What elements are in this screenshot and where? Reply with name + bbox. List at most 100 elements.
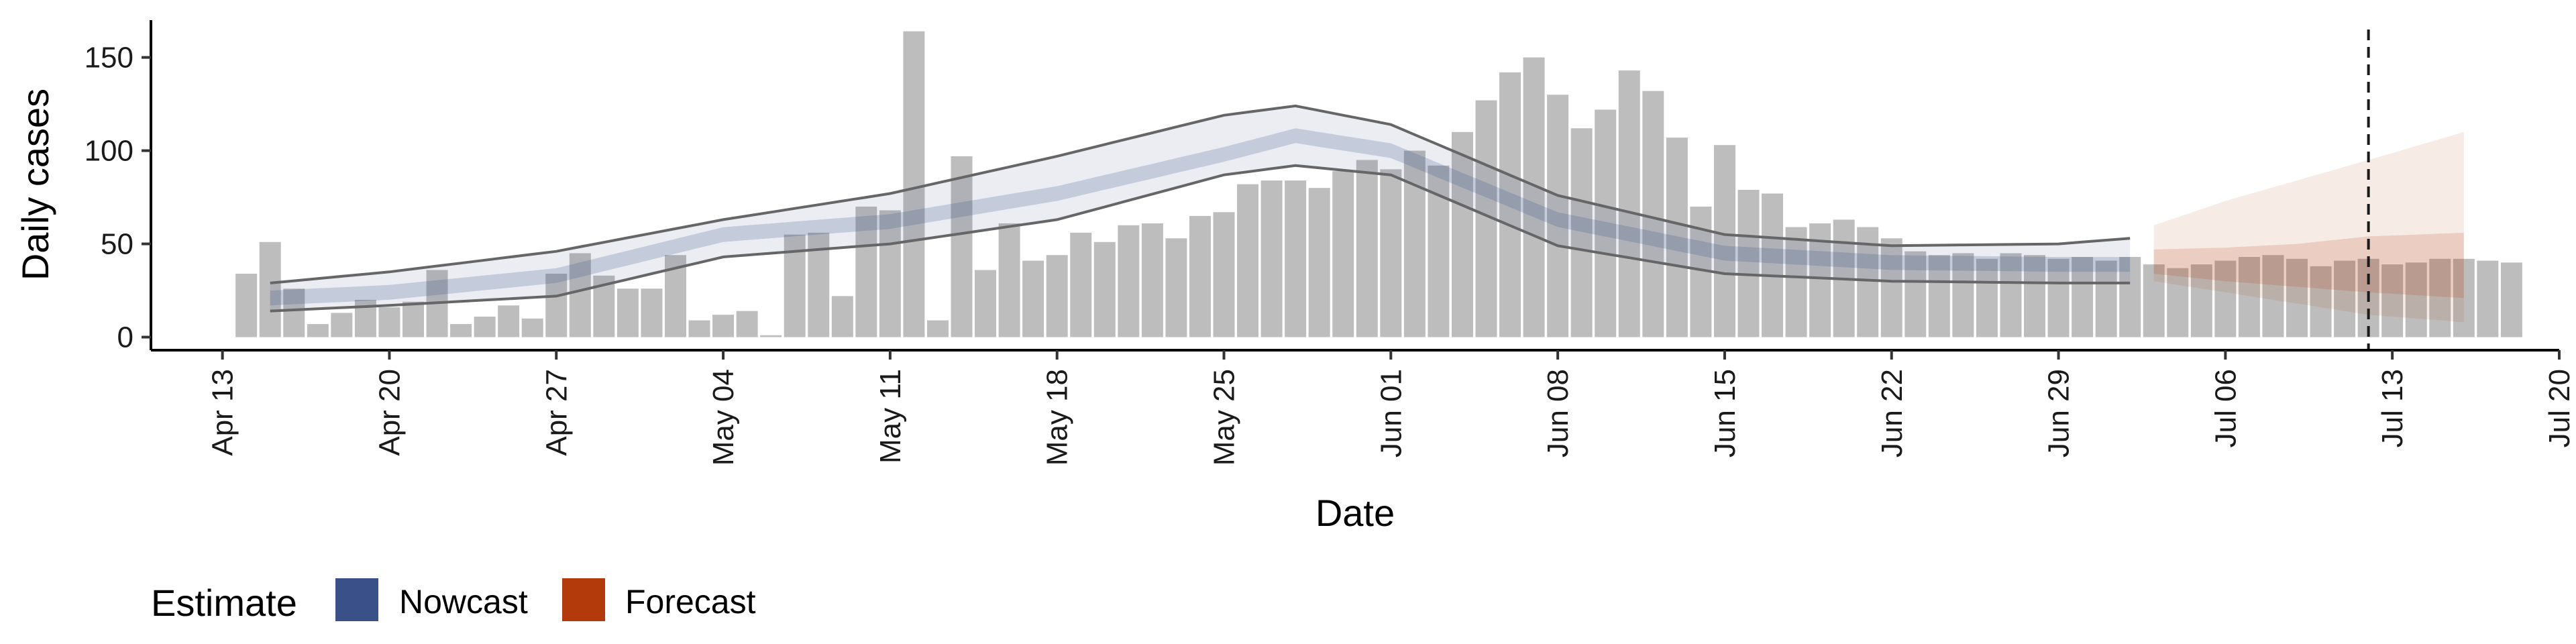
x-tick-label: Jun 01 (1375, 369, 1407, 458)
x-tick-label: Jun 15 (1709, 369, 1741, 458)
bar (1928, 255, 1950, 337)
bar (1237, 184, 1259, 337)
nowcast-lower-line (270, 164, 2131, 313)
bar (2381, 264, 2404, 337)
x-tick-label: Apr 20 (373, 369, 406, 456)
nowcast-inner-band (270, 128, 2131, 306)
bar (569, 253, 591, 337)
bar (1976, 258, 1998, 337)
bar (1595, 109, 1617, 337)
y-tick-label: 0 (117, 321, 133, 354)
legend-label-forecast: Forecast (625, 583, 756, 621)
bar (2214, 260, 2237, 337)
bar (1904, 251, 1927, 337)
bar (521, 318, 543, 337)
bar (2429, 258, 2451, 337)
bar (1952, 253, 1974, 337)
bar (1141, 223, 1163, 337)
bar (1189, 215, 1211, 337)
bar (1070, 232, 1092, 337)
bar (998, 223, 1020, 337)
x-tick-label: Jul 13 (2376, 369, 2409, 447)
bar (2190, 264, 2212, 337)
x-tick-label: Jun 08 (1542, 369, 1574, 458)
bar (1118, 225, 1140, 337)
bar (855, 206, 877, 337)
bar (2500, 262, 2522, 337)
bar (951, 156, 973, 337)
bar (283, 288, 305, 337)
bar (1380, 169, 1402, 337)
bar (1713, 145, 1735, 337)
bar (688, 320, 710, 337)
x-tick-label: Jul 06 (2209, 369, 2242, 447)
bar (641, 288, 663, 337)
y-tick-label: 50 (101, 228, 133, 261)
bar (903, 31, 925, 337)
bar (1642, 91, 1664, 337)
bar (1523, 57, 1545, 337)
bar (1762, 193, 1784, 337)
bar (616, 288, 639, 337)
bar (1093, 241, 1116, 337)
legend-swatch-nowcast (335, 578, 378, 621)
bar (736, 311, 758, 337)
bar (2310, 266, 2332, 337)
bar (1260, 180, 1283, 337)
bar (307, 324, 329, 337)
bar (712, 315, 735, 337)
bar (1022, 260, 1044, 337)
axes-layer: 0 50 100 150 Apr 13 Apr 20 Apr 27 May 04 May 11 M… (85, 20, 2576, 466)
legend-title: Estimate (151, 582, 297, 624)
bar (1618, 70, 1640, 337)
legend: Estimate Nowcast Forecast (151, 578, 756, 624)
bar (1332, 171, 1354, 337)
bar (1451, 131, 1473, 337)
nowcast-upper-line (270, 104, 2131, 284)
bar (1046, 255, 1068, 337)
bar (1285, 180, 1307, 337)
bar (474, 316, 496, 337)
legend-label-nowcast: Nowcast (399, 583, 528, 621)
bar (1737, 189, 1760, 337)
bar (926, 320, 949, 337)
bar (450, 324, 472, 337)
bar (1308, 188, 1330, 337)
bar (259, 241, 281, 337)
bar (498, 305, 520, 337)
bar (1570, 128, 1593, 337)
bar (2143, 264, 2165, 337)
y-axis-title: Daily cases (14, 89, 56, 280)
x-tick-label: May 18 (1041, 369, 1074, 466)
x-tick-label: Apr 27 (540, 369, 573, 456)
bar (975, 270, 997, 337)
bar (1165, 238, 1187, 337)
bar (331, 313, 353, 337)
bar (879, 210, 901, 337)
nowcast-layer (270, 104, 2131, 313)
bar (1880, 238, 1902, 337)
bar (831, 296, 853, 337)
bar (1499, 72, 1521, 337)
bar (2477, 260, 2499, 337)
bar (235, 274, 258, 337)
forecast-outer-band (2153, 131, 2464, 323)
bar (1356, 160, 1378, 337)
y-tick-label: 150 (85, 42, 133, 74)
legend-swatch-forecast (562, 578, 605, 621)
bar (2095, 260, 2117, 337)
bar (1213, 212, 1235, 337)
x-tick-label: Jun 22 (1876, 369, 1909, 458)
bar (2047, 258, 2070, 337)
bar (1666, 138, 1688, 337)
bar (2405, 262, 2427, 337)
bar (2453, 258, 2475, 337)
bar (2167, 268, 2189, 337)
nowcast-outer-band (270, 105, 2131, 311)
bar (1547, 95, 1569, 337)
y-tick-label: 100 (85, 135, 133, 168)
bar (378, 307, 400, 337)
bar (2238, 257, 2260, 337)
x-tick-label: May 25 (1208, 369, 1241, 466)
